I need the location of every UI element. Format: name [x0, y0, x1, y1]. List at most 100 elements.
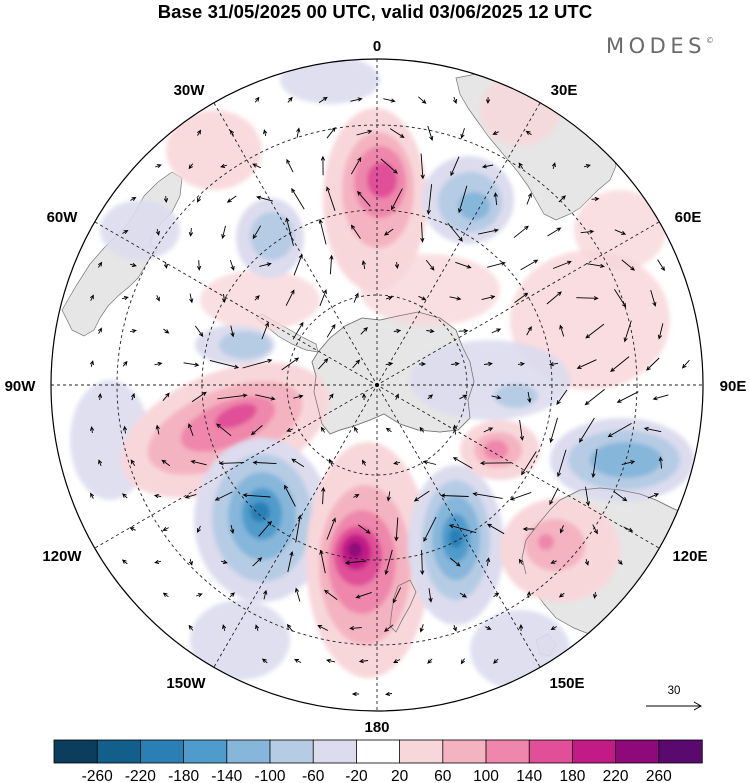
wind-arrow [559, 324, 565, 337]
colorbar-tick-label: 180 [559, 768, 585, 783]
colorbar-tick-label: -60 [302, 768, 325, 783]
colorbar-tick-label: -20 [345, 768, 368, 783]
wind-arrow [184, 493, 197, 499]
wind-arrow [214, 491, 233, 501]
colorbar-swatch [312, 739, 358, 764]
colorbar-tick-label: -140 [211, 768, 242, 783]
wind-arrow [326, 517, 336, 540]
wind-arrow [319, 289, 327, 307]
wind-arrow [647, 493, 660, 499]
wind-arrow [317, 625, 329, 631]
wind-arrow [90, 492, 95, 499]
wind-arrow [285, 217, 294, 246]
wind-arrow [550, 625, 557, 631]
wind-arrow [252, 460, 277, 465]
map-border [50, 58, 704, 712]
wind-arrow [613, 490, 628, 502]
wind-arrow [586, 263, 605, 268]
wind-arrow [291, 187, 305, 210]
wind-arrow [350, 97, 363, 102]
wind-arrow [350, 224, 361, 239]
wind-arrow [162, 526, 169, 531]
wind-arrow [394, 517, 399, 542]
wind-arrow [357, 524, 371, 534]
wind-arrow [196, 593, 203, 598]
colorbar-tick-label: 220 [603, 768, 629, 783]
wind-arrow [121, 559, 128, 565]
wind-arrow [254, 295, 260, 301]
wind-arrow [383, 98, 396, 103]
modes-logo: MODES© [606, 34, 714, 58]
wind-arrow [650, 289, 657, 307]
wind-arrow [153, 493, 162, 499]
wind-arrow [558, 195, 566, 203]
wind-arrow [295, 514, 302, 543]
wind-arrow [319, 549, 326, 574]
wind-arrow [355, 591, 372, 599]
wind-arrow [487, 523, 505, 535]
wind-arrow [287, 550, 294, 573]
wind-arrow [426, 328, 435, 334]
wind-arrow [326, 323, 336, 338]
wind-arrow [614, 229, 627, 235]
wind-arrow [349, 626, 362, 631]
wind-arrow [351, 691, 360, 697]
wind-arrow [386, 491, 391, 502]
wind-arrow [493, 658, 499, 664]
wind-arrow [197, 525, 201, 534]
wind-arrow [481, 295, 496, 301]
wind-arrow [485, 625, 492, 630]
wind-arrow [162, 592, 169, 598]
wind-arrow [483, 427, 494, 433]
wind-arrow [320, 155, 326, 176]
colorbar-swatch [53, 739, 98, 764]
wind-arrow [252, 225, 262, 240]
lon-label-30e: 30E [551, 82, 578, 99]
wind-arrow [263, 129, 268, 137]
wind-arrow [478, 228, 499, 235]
wind-arrow [393, 460, 400, 466]
wind-arrow [418, 96, 427, 104]
wind-arrow [657, 259, 665, 272]
wind-arrow [98, 459, 103, 466]
wind-arrow [250, 425, 263, 436]
wind-arrow [623, 526, 634, 532]
colorbar-swatch [183, 739, 228, 764]
wind-arrow [263, 589, 268, 600]
wind-arrow [487, 261, 506, 268]
wind-arrow [447, 222, 463, 242]
wind-arrow [328, 458, 333, 467]
wind-arrow [194, 325, 204, 337]
lon-label-30w: 30W [174, 82, 206, 99]
wind-arrow [163, 261, 169, 270]
wind-arrow [576, 296, 599, 301]
wind-arrow [353, 494, 360, 499]
wind-arrow [130, 392, 135, 401]
wind-arrow [286, 158, 294, 173]
wind-arrow [617, 559, 623, 565]
wind-arrow [294, 658, 302, 663]
wind-arrow [472, 492, 503, 499]
colorbar-swatch [96, 739, 142, 764]
wind-arrow [391, 188, 403, 211]
wind-arrow [440, 493, 469, 498]
wind-arrow [361, 259, 366, 270]
wind-arrow [190, 459, 207, 466]
colorbar-tick-label: 140 [516, 768, 542, 783]
wind-arrow [385, 361, 394, 367]
wind-arrow [427, 125, 434, 141]
wind-arrow [556, 389, 568, 405]
wind-arrow [380, 158, 398, 174]
wind-vectors [89, 96, 690, 697]
wind-arrow [427, 394, 434, 400]
wind-arrow [188, 558, 193, 566]
lon-label-180: 180 [364, 719, 389, 736]
wind-arrow [188, 423, 194, 437]
wind-arrow [242, 493, 271, 498]
colorbar-tick-label: -220 [125, 768, 156, 783]
wind-arrow [579, 417, 595, 443]
wind-arrow [450, 156, 460, 177]
wind-arrow [514, 292, 529, 303]
wind-arrow [550, 559, 557, 564]
wind-arrow [522, 526, 535, 532]
